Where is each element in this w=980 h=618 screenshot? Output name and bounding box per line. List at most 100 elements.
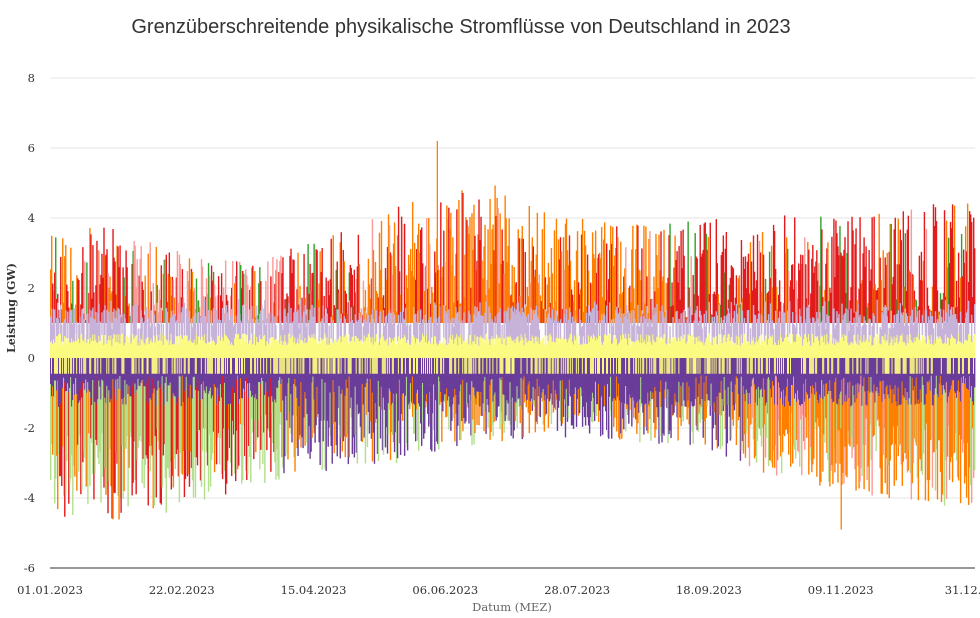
series-exports (50, 358, 975, 530)
series-bar (683, 310, 684, 335)
series-bar (556, 311, 557, 338)
series-bar (499, 308, 500, 338)
series-bar (845, 308, 846, 335)
series-bar (423, 315, 424, 336)
series-bar (86, 262, 87, 323)
series-bar (971, 315, 972, 342)
series-bar (167, 312, 168, 341)
series-bar (331, 239, 332, 323)
x-tick-label: 22.02.2023 (149, 583, 215, 597)
series-bar (101, 312, 102, 335)
series-bar (235, 316, 236, 334)
series-bar (663, 230, 664, 323)
series-bar (869, 319, 870, 335)
series-bar (184, 303, 185, 336)
series-bar (83, 319, 84, 341)
series-bar (459, 306, 460, 338)
y-tick-label: -2 (24, 421, 35, 435)
series-bar (564, 315, 565, 340)
series-bar (794, 217, 795, 323)
series-bar (611, 403, 612, 438)
series-bar (568, 406, 569, 418)
x-tick-label: 01.01.2023 (17, 583, 83, 597)
series-bar (439, 306, 440, 341)
series-bar (549, 401, 550, 416)
series-bar (446, 313, 447, 345)
series-bar (919, 310, 920, 340)
series-bar (789, 301, 790, 333)
series-bar (443, 305, 444, 337)
series-bar (121, 313, 122, 334)
series-bar (613, 319, 614, 335)
chart-title: Grenzüberschreitende physikalische Strom… (131, 16, 790, 38)
series-bar (790, 406, 791, 467)
y-tick-label: 4 (28, 211, 35, 225)
series-bar (352, 320, 353, 337)
series-bar (182, 307, 183, 339)
series-bar (240, 321, 241, 339)
series-bar (606, 306, 607, 336)
series-bar (99, 321, 100, 341)
series-bar (644, 405, 645, 427)
series-bar (418, 404, 419, 451)
series-bar (54, 310, 55, 343)
series-bar (804, 319, 805, 334)
series-bar (209, 314, 210, 341)
series-bar (394, 315, 395, 337)
y-tick-label: 6 (28, 141, 35, 155)
series-bar (935, 311, 936, 343)
series-bar (954, 206, 955, 323)
series-bar (876, 300, 877, 334)
series-bar (200, 317, 201, 340)
series-bar (494, 316, 495, 338)
x-tick-label: 15.04.2023 (281, 583, 347, 597)
series-bar (252, 319, 253, 344)
series-bar (552, 309, 553, 342)
plot-area (50, 141, 975, 530)
series-bar (629, 313, 630, 338)
series-bar (361, 308, 362, 339)
series-bar (582, 219, 583, 323)
series-bar (338, 310, 339, 339)
series-bar (269, 313, 270, 339)
y-tick-label: 8 (28, 71, 35, 85)
series-bar (306, 309, 307, 342)
series-bar (873, 316, 874, 338)
series-bar (765, 302, 766, 336)
series-bar (503, 311, 504, 338)
series-bar (341, 232, 342, 323)
series-bar (575, 318, 576, 340)
series-bar (428, 320, 429, 341)
series-bar (759, 313, 760, 336)
series-bar (58, 319, 59, 334)
series-bar (243, 305, 244, 334)
series-bar (482, 316, 483, 338)
series-bar (828, 316, 829, 344)
series-bar (152, 323, 153, 342)
series-bar (333, 320, 334, 343)
series-bar (492, 322, 493, 339)
series-bar (631, 401, 632, 426)
series-bar (623, 404, 624, 430)
series-bar (254, 271, 255, 323)
series-bar (87, 314, 88, 339)
series-bar (198, 312, 199, 336)
series-bar (706, 311, 707, 339)
series-bar (810, 324, 811, 346)
series-bar (724, 316, 725, 335)
x-tick-label: 06.06.2023 (412, 583, 478, 597)
series-bar (318, 307, 319, 341)
series-bar (61, 325, 62, 342)
series-bar (246, 314, 247, 335)
series-bar (596, 404, 597, 416)
series-bar (345, 319, 346, 336)
series-bar (687, 308, 688, 335)
series-bar (542, 229, 543, 323)
series-bar (584, 323, 585, 344)
series-bar (680, 313, 681, 336)
series-bar (104, 305, 105, 335)
y-tick-label: -6 (24, 561, 35, 575)
series-bar (272, 315, 273, 337)
series-bar (560, 319, 561, 339)
